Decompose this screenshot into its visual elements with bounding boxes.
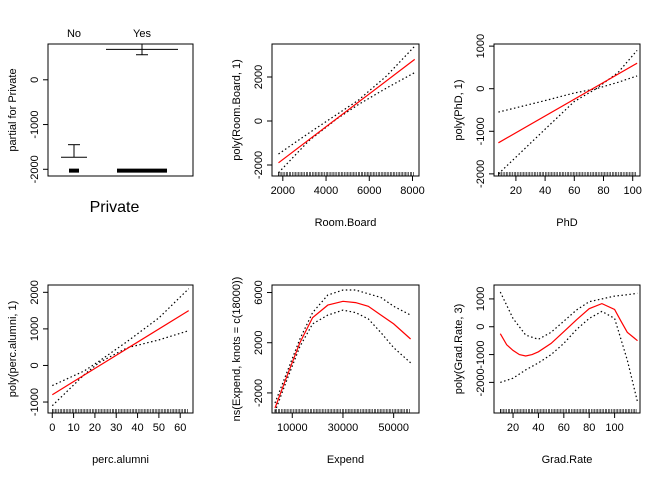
y-axis-label: ns(Expend, knots = c(18000)) (231, 277, 243, 422)
x-tick-label: 4000 (314, 185, 338, 197)
y-axis-label: partial for Private (7, 68, 19, 151)
x-axis-label: perc.alumni (92, 454, 149, 466)
x-tick-label: 40 (539, 185, 551, 197)
x-tick-label: 30 (110, 422, 122, 434)
x-tick-label: 100 (605, 422, 623, 434)
upper-confidence-band (274, 289, 411, 404)
y-tick-label: -1000 (29, 388, 41, 416)
y-tick-label: 1000 (475, 34, 487, 58)
rug (117, 168, 167, 173)
panel-3: -2000 -1000 0 1000 poly(PhD, 1) 20 40 60 80 100 Ph… (453, 34, 642, 229)
x-tick-label: 80 (597, 185, 609, 197)
panel-1: -2000 -1000 0 partial for Private No Yes Priva… (7, 28, 194, 216)
y-tick-label: -1000 (29, 110, 41, 138)
x-axis-label: Grad.Rate (542, 454, 593, 466)
fitted-curve (499, 302, 638, 357)
x-tick-label: 20 (89, 422, 101, 434)
panel-2: -2000 0 2000 poly(Room.Board, 1) 2000 4000 600… (231, 43, 425, 229)
lower-confidence-band (278, 72, 415, 174)
y-tick-label: -2000 (253, 379, 265, 407)
lower-confidence-band (51, 330, 189, 407)
x-tick-label: 30000 (328, 422, 359, 434)
y-axis-label: poly(Grad.Rate, 3) (453, 304, 465, 394)
y-tick-label: 2000 (253, 330, 265, 354)
upper-confidence-band (498, 50, 638, 113)
category-label: Yes (133, 28, 151, 40)
y-tick-label: -2000 (475, 368, 487, 396)
y-tick-label: -1000 (475, 340, 487, 368)
y-tick-label: 6000 (253, 280, 265, 304)
y-axis-label: poly(Room.Board, 1) (231, 59, 243, 161)
x-tick-label: 8000 (400, 185, 424, 197)
y-axis-label: poly(perc.alumni, 1) (7, 301, 19, 398)
y-tick-label: -2000 (29, 155, 41, 183)
x-axis-label: Private (90, 199, 140, 216)
fitted-curve (274, 300, 411, 409)
y-tick-label: 1000 (29, 317, 41, 341)
category-label: No (67, 28, 81, 40)
plot-frame (271, 43, 420, 177)
y-tick-label: 1000 (475, 287, 487, 311)
x-tick-label: 60 (568, 185, 580, 197)
plot-frame (271, 284, 420, 414)
y-tick-label: 0 (29, 362, 41, 368)
x-tick-label: 6000 (357, 185, 381, 197)
y-tick-label: -2000 (475, 160, 487, 188)
rug (278, 172, 414, 176)
fitted-curve (278, 58, 416, 164)
x-axis-label: Expend (327, 454, 364, 466)
fitted-curve (498, 62, 638, 144)
rug (52, 409, 188, 413)
x-tick-label: 20 (507, 422, 519, 434)
lower-confidence-band (274, 309, 411, 412)
x-axis-label: PhD (556, 217, 577, 229)
x-tick-label: 10000 (277, 422, 308, 434)
panel-4: -1000 0 1000 2000 poly(perc.alumni, 1) 0 10 20 3… (7, 280, 194, 466)
upper-confidence-band (499, 291, 638, 340)
y-tick-label: 0 (475, 86, 487, 92)
plot-frame (493, 43, 641, 177)
y-tick-label: 2000 (29, 280, 41, 304)
x-tick-label: 50000 (378, 422, 409, 434)
x-tick-label: 100 (624, 185, 642, 197)
rug (274, 409, 410, 413)
x-tick-label: 20 (510, 185, 522, 197)
panel-5: -2000 2000 6000 ns(Expend, knots = c(18000)… (231, 277, 420, 466)
y-axis-label: poly(PhD, 1) (453, 79, 465, 140)
x-tick-label: 40 (131, 422, 143, 434)
y-tick-label: 2000 (253, 65, 265, 89)
x-tick-label: 60 (558, 422, 570, 434)
y-tick-label: -1000 (475, 117, 487, 145)
y-tick-label: 0 (475, 324, 487, 330)
lower-confidence-band (497, 75, 638, 175)
rug (498, 172, 636, 176)
x-axis-label: Room.Board (315, 217, 377, 229)
rug (500, 409, 637, 413)
x-tick-label: 0 (49, 422, 55, 434)
panel-6: -2000-1000 0 1000 poly(Grad.Rate, 3) 20 40 60 8… (453, 284, 641, 466)
plot-frame (493, 284, 641, 414)
x-tick-label: 50 (153, 422, 165, 434)
x-tick-label: 10 (67, 422, 79, 434)
upper-confidence-band (52, 288, 190, 387)
plot-frame (47, 284, 194, 414)
x-tick-label: 40 (532, 422, 544, 434)
upper-confidence-band (278, 45, 416, 155)
y-tick-label: 0 (253, 118, 265, 124)
plot-frame (47, 43, 194, 177)
x-tick-label: 60 (174, 422, 186, 434)
x-tick-label: 80 (583, 422, 595, 434)
fitted-curve (51, 310, 190, 396)
y-tick-label: 0 (29, 77, 41, 83)
rug (69, 168, 79, 173)
lower-confidence-band (500, 310, 639, 403)
x-tick-label: 2000 (271, 185, 295, 197)
y-tick-label: -2000 (253, 151, 265, 179)
